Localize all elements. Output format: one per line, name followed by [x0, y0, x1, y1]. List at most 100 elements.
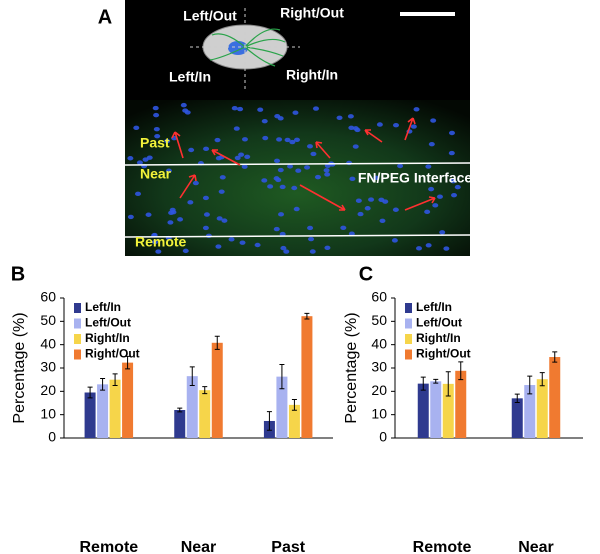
legend-label: Left/Out — [416, 316, 462, 330]
bar — [536, 379, 548, 438]
bar — [442, 383, 454, 438]
legend-swatch — [74, 349, 81, 360]
nucleus — [378, 197, 385, 202]
x-tick-label: Remote — [413, 539, 472, 554]
nucleus — [142, 157, 149, 162]
interface-line — [124, 234, 471, 238]
error-bar — [202, 386, 208, 395]
nucleus — [278, 212, 285, 217]
legend-swatch — [405, 349, 412, 360]
legend-swatch — [74, 334, 81, 344]
y-tick-label: 10 — [40, 405, 56, 421]
error-bar — [112, 373, 118, 386]
error-bar — [445, 371, 451, 397]
nucleus — [165, 168, 172, 173]
nucleus — [283, 249, 290, 254]
bar — [524, 385, 536, 438]
nucleus — [279, 231, 286, 237]
legend-label: Right/Out — [416, 347, 471, 361]
nucleus — [133, 125, 140, 131]
nucleus — [177, 217, 184, 222]
nucleus — [203, 212, 210, 217]
nucleus — [291, 185, 298, 191]
bar — [199, 390, 211, 438]
nucleus — [295, 168, 302, 173]
nucleus — [187, 200, 194, 205]
panel-label: A — [98, 6, 112, 28]
nucleus — [169, 207, 176, 213]
migration-arrows — [171, 117, 436, 211]
nucleus — [428, 186, 435, 192]
nucleus — [280, 245, 287, 251]
nucleus — [254, 242, 261, 248]
nucleus — [262, 135, 269, 141]
nucleus — [304, 165, 311, 170]
nucleus — [228, 237, 235, 242]
legend-swatch — [405, 334, 412, 344]
y-tick-label: 50 — [40, 312, 56, 328]
nucleus — [392, 123, 399, 128]
nucleus — [307, 225, 314, 231]
nucleus — [274, 113, 281, 119]
nucleus — [448, 130, 455, 136]
nucleus — [354, 127, 361, 133]
bar — [417, 383, 429, 438]
error-bar — [291, 399, 297, 411]
nucleus — [368, 197, 375, 202]
x-tick-label: Remote — [79, 539, 138, 554]
nucleus — [293, 206, 300, 212]
error-bar — [100, 378, 106, 391]
error-bar — [539, 372, 545, 387]
filaments — [209, 28, 286, 67]
error-bar — [189, 366, 195, 386]
legend-swatch — [74, 303, 81, 313]
nucleus — [357, 211, 364, 217]
quadrant-label: Left/In — [169, 69, 211, 85]
nucleus — [182, 248, 189, 254]
nucleus — [203, 146, 210, 152]
x-tick-label: Past — [271, 539, 305, 554]
bar — [84, 392, 96, 438]
legend-label: Right/Out — [85, 347, 140, 361]
nucleus — [348, 125, 355, 131]
bar — [122, 362, 134, 438]
nucleus — [277, 167, 284, 173]
bar — [288, 404, 300, 438]
y-tick-label: 0 — [48, 429, 56, 445]
nucleus — [424, 209, 431, 215]
legend-label: Right/In — [85, 331, 130, 345]
nucleus — [448, 150, 455, 156]
nucleus — [306, 144, 313, 149]
error-bar — [279, 364, 285, 390]
nucleus — [214, 137, 221, 143]
nucleus — [432, 203, 439, 208]
legend-swatch — [74, 318, 81, 329]
legend-label: Left/In — [416, 300, 452, 314]
legend-label: Left/Out — [85, 316, 131, 330]
legend-swatch — [405, 303, 412, 313]
nucleus — [376, 122, 383, 127]
interface-label: FN/PEG Interface — [358, 170, 473, 186]
nucleus — [239, 240, 246, 245]
nucleus — [153, 126, 160, 132]
bar — [186, 376, 198, 438]
nucleus — [237, 106, 244, 112]
bar — [549, 357, 561, 438]
nucleus — [244, 154, 251, 160]
y-tick-label: 20 — [40, 382, 56, 398]
nucleus — [324, 245, 331, 250]
legend-swatch — [405, 318, 412, 329]
nucleus — [188, 147, 195, 153]
y-axis-title: Percentage (%) — [343, 312, 360, 423]
nucleus — [261, 178, 268, 183]
nucleus — [336, 115, 343, 120]
y-tick-label: 50 — [371, 312, 387, 328]
error-bar — [433, 378, 439, 384]
y-tick-label: 20 — [371, 382, 387, 398]
nucleus — [352, 144, 359, 149]
nucleus — [234, 155, 241, 161]
nucleus — [135, 191, 142, 197]
quadrant-label: Right/In — [286, 67, 338, 83]
nucleus — [241, 164, 248, 169]
